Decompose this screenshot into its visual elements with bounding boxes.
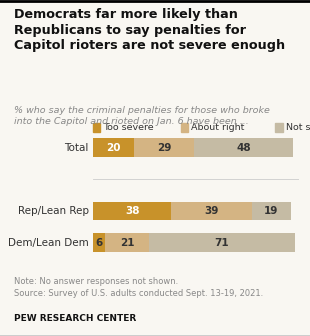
- Text: Democrats far more likely than
Republicans to say penalties for
Capitol rioters : Democrats far more likely than Republica…: [14, 8, 285, 52]
- Bar: [93, 202, 171, 220]
- Text: PEW RESEARCH CENTER: PEW RESEARCH CENTER: [14, 313, 136, 323]
- Text: Note: No answer responses not shown.
Source: Survey of U.S. adults conducted Sep: Note: No answer responses not shown. Sou…: [14, 277, 263, 298]
- Text: 39: 39: [204, 206, 219, 216]
- Text: % who say the criminal penalties for those who broke
into the Capitol and rioted: % who say the criminal penalties for tho…: [14, 106, 270, 126]
- Text: 6: 6: [95, 238, 103, 248]
- Bar: [134, 138, 194, 157]
- Text: 20: 20: [106, 143, 121, 153]
- Bar: [252, 202, 291, 220]
- Bar: [93, 234, 105, 252]
- Text: About right: About right: [191, 123, 244, 132]
- Bar: [149, 234, 295, 252]
- Text: 19: 19: [264, 206, 278, 216]
- Text: 48: 48: [236, 143, 251, 153]
- Text: 71: 71: [215, 238, 229, 248]
- Text: 29: 29: [157, 143, 171, 153]
- Bar: [276, 123, 283, 132]
- Bar: [93, 123, 100, 132]
- Bar: [181, 123, 188, 132]
- Bar: [93, 138, 134, 157]
- Text: Rep/Lean Rep: Rep/Lean Rep: [18, 206, 89, 216]
- Bar: [105, 234, 149, 252]
- Text: Too severe: Too severe: [103, 123, 154, 132]
- Text: Dem/Lean Dem: Dem/Lean Dem: [8, 238, 89, 248]
- Bar: [171, 202, 252, 220]
- Text: 38: 38: [125, 206, 140, 216]
- Text: Total: Total: [64, 143, 89, 153]
- Text: Not severe enough: Not severe enough: [286, 123, 310, 132]
- Text: 21: 21: [120, 238, 134, 248]
- Bar: [194, 138, 293, 157]
